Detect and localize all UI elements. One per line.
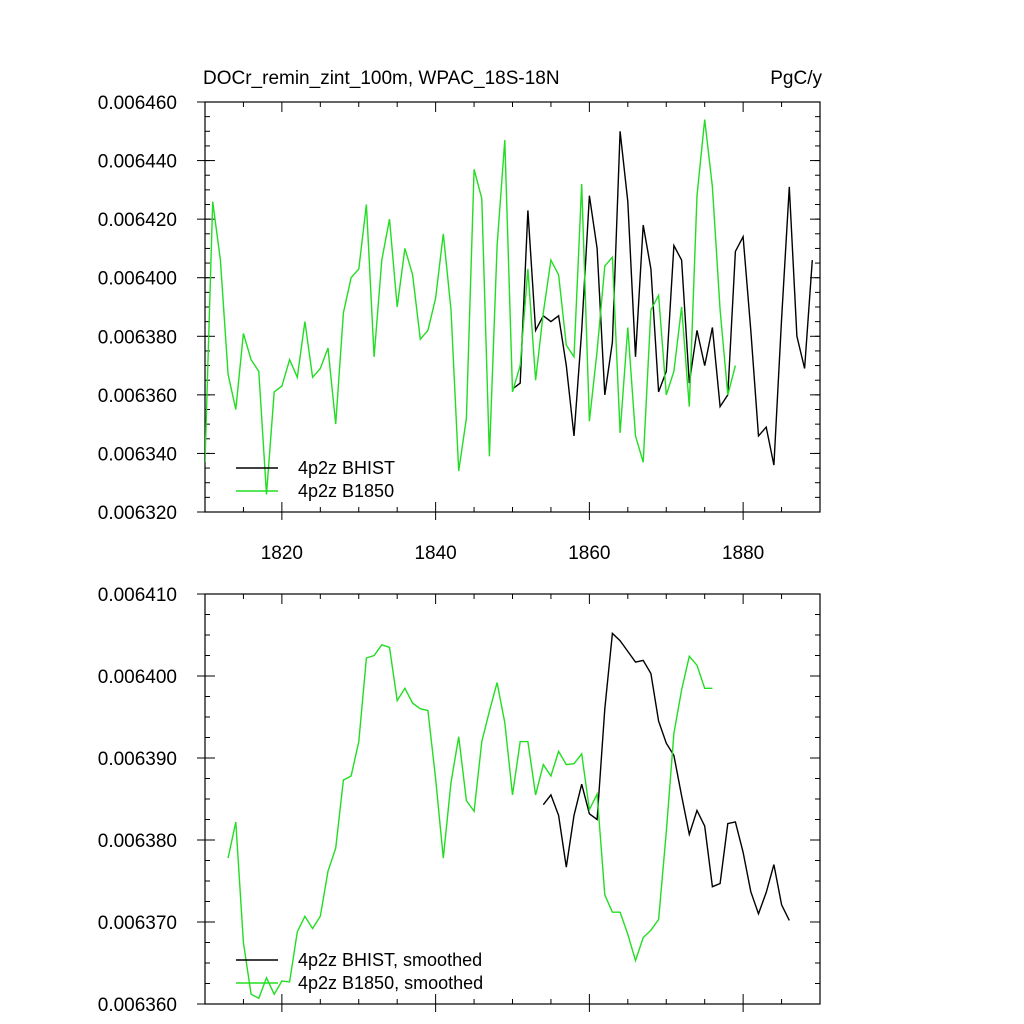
x-tick-label: 1880 [722,543,764,564]
y-tick-label: 0.006360 [98,995,177,1016]
x-tick-label: 1820 [261,543,303,564]
y-tick-label: 0.006460 [98,93,177,114]
legend-label: 4p2z B1850 [298,481,394,501]
y-tick-label: 0.006360 [98,386,177,407]
y-tick-label: 0.006420 [98,210,177,231]
y-tick-label: 0.006400 [98,667,177,688]
x-tick-label: 1860 [568,543,610,564]
top-panel: DOCr_remin_zint_100m, WPAC_18S-18N PgC/y… [98,68,823,564]
legend-label: 4p2z B1850, smoothed [298,973,483,993]
top-panel-units: PgC/y [770,68,822,89]
y-tick-label: 0.006390 [98,749,177,770]
y-tick-label: 0.006380 [98,327,177,348]
legend-label: 4p2z BHIST [298,458,395,478]
plot-frame [204,593,821,1005]
bottom-panel: 0.006410 0.006400 0.006390 0.006380 0.006370… [98,585,821,1016]
y-tick-label: 0.006380 [98,831,177,852]
legend-label: 4p2z BHIST, smoothed [298,950,482,970]
x-tick-label: 1840 [414,543,456,564]
series-line-b1850 [227,643,713,1000]
y-tick-label: 0.006440 [98,152,177,173]
series-line-b1850 [205,119,737,495]
series-line-bhist [542,631,790,921]
y-tick-label: 0.006320 [98,503,177,524]
plot-frame [204,101,821,513]
y-tick-label: 0.006370 [98,913,177,934]
y-tick-label: 0.006400 [98,269,177,290]
top-panel-title: DOCr_remin_zint_100m, WPAC_18S-18N [203,68,560,89]
y-tick-label: 0.006410 [98,585,177,606]
y-tick-label: 0.006340 [98,444,177,465]
series-line-bhist [512,131,813,466]
